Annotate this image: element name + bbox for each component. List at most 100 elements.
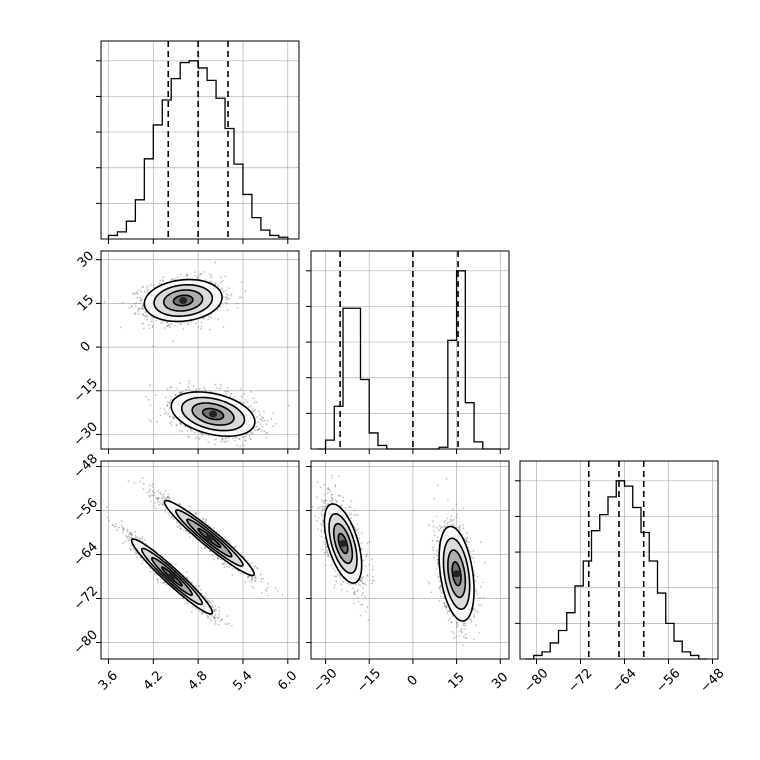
sample-point <box>255 426 257 428</box>
sample-point <box>225 437 227 439</box>
sample-point <box>126 530 129 533</box>
sample-point <box>205 520 207 522</box>
sample-point <box>197 326 200 328</box>
sample-point <box>136 310 139 313</box>
sample-point <box>203 271 206 273</box>
sample-point <box>258 428 260 431</box>
sample-point <box>261 416 264 418</box>
sample-point <box>142 304 145 306</box>
sample-point <box>164 511 167 513</box>
sample-point <box>231 573 234 576</box>
sample-point <box>137 289 140 292</box>
sample-point <box>149 404 152 406</box>
sample-point <box>178 503 181 506</box>
sample-point <box>259 427 261 430</box>
sample-point <box>239 445 242 448</box>
contour-0-2-0-1 <box>174 509 244 567</box>
sample-point <box>161 503 164 506</box>
sample-point <box>148 324 150 326</box>
sample-point <box>157 489 160 492</box>
sample-point <box>187 435 190 438</box>
sample-point <box>254 576 256 579</box>
sample-point <box>208 315 210 318</box>
sample-point <box>166 325 169 327</box>
sample-point <box>251 581 253 584</box>
sample-point <box>182 391 185 393</box>
sample-point <box>287 404 290 407</box>
sample-point <box>180 391 183 394</box>
sample-point <box>166 404 169 407</box>
hist-frame-2 <box>519 460 719 660</box>
sample-point <box>170 278 173 280</box>
sample-point <box>207 441 210 444</box>
sample-point <box>213 617 216 620</box>
sample-point <box>145 286 148 289</box>
sample-point <box>145 314 148 317</box>
sample-point <box>169 400 172 402</box>
sample-point <box>233 546 236 549</box>
sample-point <box>133 303 136 305</box>
sample-point <box>179 422 182 425</box>
sample-point <box>157 497 160 499</box>
sample-point <box>164 497 167 500</box>
sample-point <box>130 305 133 307</box>
sample-point <box>179 421 182 424</box>
sample-point <box>186 576 189 579</box>
sample-point <box>146 491 149 494</box>
sample-point <box>119 326 122 329</box>
sample-point <box>222 326 225 328</box>
sample-point <box>170 516 172 519</box>
sample-point <box>239 388 242 390</box>
sample-point <box>266 419 269 422</box>
sample-point <box>130 548 132 551</box>
sample-point <box>191 581 193 584</box>
sample-point <box>187 436 190 438</box>
sample-point <box>170 395 172 398</box>
sample-point <box>134 305 137 308</box>
sample-point <box>200 327 202 330</box>
sample-point <box>182 328 185 330</box>
sample-point <box>217 557 219 559</box>
sample-point <box>179 423 182 425</box>
sample-point <box>208 328 211 331</box>
sample-point <box>164 508 167 511</box>
sample-point <box>266 586 269 589</box>
sample-point <box>180 322 183 325</box>
sample-point <box>240 296 243 299</box>
sample-point <box>232 437 234 440</box>
sample-point <box>172 417 175 420</box>
sample-point <box>172 340 175 343</box>
sample-point <box>149 496 151 498</box>
sample-point <box>227 390 230 393</box>
sample-point <box>224 275 227 278</box>
sample-point <box>228 287 230 290</box>
sample-point <box>222 290 225 293</box>
sample-point <box>153 505 156 507</box>
sample-point <box>133 312 136 315</box>
sample-point <box>145 395 147 398</box>
sample-point <box>194 511 197 514</box>
sample-point <box>174 393 177 396</box>
sample-point <box>162 499 165 502</box>
sample-point <box>140 299 143 302</box>
sample-point <box>164 489 167 492</box>
sample-point <box>103 301 106 303</box>
sample-point <box>265 588 267 591</box>
density-core-0-1-0 <box>179 297 188 304</box>
sample-point <box>169 401 171 404</box>
sample-point <box>263 419 266 422</box>
sample-point <box>258 428 261 430</box>
sample-point <box>207 523 210 526</box>
sample-point <box>251 408 254 411</box>
sample-point <box>160 321 163 324</box>
sample-point <box>215 609 218 611</box>
hist-frame-0 <box>100 40 300 240</box>
sample-point <box>255 566 258 569</box>
sample-point <box>226 309 229 311</box>
sample-point <box>168 496 171 499</box>
sample-point <box>195 512 198 515</box>
sample-point <box>227 436 230 439</box>
sample-point <box>166 401 169 403</box>
sample-point <box>173 324 176 327</box>
sample-point <box>184 425 187 428</box>
